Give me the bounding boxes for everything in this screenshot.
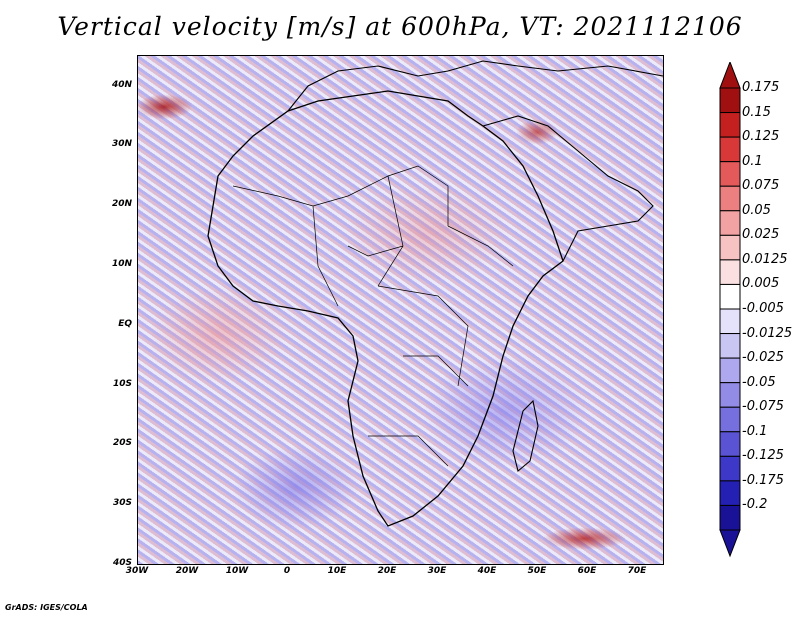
colorbar-swatch: [719, 283, 741, 310]
colorbar-swatch: [719, 504, 741, 531]
colorbar-swatch: [719, 112, 741, 138]
colorbar-label: 0.005: [742, 276, 780, 292]
colorbar-swatch: [719, 234, 741, 261]
lat-label: 30S: [112, 498, 132, 508]
lon-label: 30E: [427, 566, 447, 576]
madagascar-coastline: [512, 399, 539, 472]
map-plot-area: [137, 55, 664, 565]
colorbar-swatch: [719, 357, 741, 384]
europe-coastline: [287, 60, 663, 112]
colorbar-label: 0.175: [742, 80, 780, 95]
colorbar-label: -0.2: [742, 497, 768, 513]
colorbar-label: 0.0125: [742, 251, 788, 267]
colorbar-label: -0.1: [742, 423, 768, 439]
colorbar-swatch: [719, 455, 741, 482]
colorbar-swatch: [719, 161, 741, 187]
colorbar-min-arrow: [719, 529, 741, 558]
colorbar-label: 0.05: [742, 202, 771, 218]
lon-label: 10W: [225, 566, 249, 576]
colorbar-label: -0.05: [742, 374, 776, 390]
africa-coastline: [207, 90, 564, 527]
colorbar-swatch: [719, 87, 741, 114]
lon-label: 0: [283, 566, 291, 576]
footer-credit: GrADS: IGES/COLA: [5, 603, 88, 612]
chart-title: Vertical velocity [m/s] at 600hPa, VT: 2…: [57, 12, 743, 41]
lon-label: 20E: [377, 566, 397, 576]
lat-label: 40S: [112, 558, 132, 568]
colorbar-label: -0.0125: [742, 325, 793, 341]
lat-label: 30N: [111, 139, 132, 149]
colorbar-swatch: [719, 406, 741, 433]
colorbar-swatch: [719, 382, 741, 408]
lon-label: 10E: [327, 566, 347, 576]
lat-label: EQ: [118, 319, 132, 329]
lat-label: 10N: [111, 259, 132, 269]
colorbar-label: -0.025: [742, 350, 784, 366]
colorbar-swatch: [719, 136, 741, 163]
colorbar-max-arrow: [719, 62, 741, 89]
colorbar: [719, 62, 741, 558]
colorbar-swatch: [719, 259, 741, 285]
colorbar-label: -0.125: [742, 448, 784, 464]
arabia-coastline: [482, 115, 654, 262]
colorbar-swatch: [719, 431, 741, 457]
colorbar-label: 0.075: [742, 178, 780, 194]
lat-label: 10S: [112, 379, 132, 389]
coastline-overlay: [207, 60, 663, 527]
colorbar-label: 0.15: [742, 104, 771, 120]
lon-label: 50E: [527, 566, 547, 576]
colorbar-swatch: [719, 333, 741, 359]
lon-label: 70E: [627, 566, 647, 576]
lat-label: 20N: [111, 199, 132, 209]
colorbar-label: 0.025: [742, 227, 780, 243]
lat-label: 40N: [111, 80, 132, 90]
colorbar-label: -0.005: [742, 301, 784, 316]
colorbar-label: -0.175: [742, 472, 784, 488]
colorbar-label: -0.075: [742, 399, 784, 415]
lat-label: 20S: [112, 438, 132, 448]
colorbar-swatch: [719, 185, 741, 212]
colorbar-label: 0.125: [742, 129, 780, 145]
lon-label: 20W: [175, 566, 199, 576]
colorbar-swatch: [719, 210, 741, 236]
lon-label: 30W: [125, 566, 149, 576]
lon-label: 40E: [477, 566, 497, 576]
colorbar-label: 0.1: [742, 153, 763, 169]
colorbar-swatch: [719, 480, 741, 506]
lon-label: 60E: [577, 566, 597, 576]
country-borders: [232, 165, 514, 467]
colorbar-swatch: [719, 308, 741, 335]
